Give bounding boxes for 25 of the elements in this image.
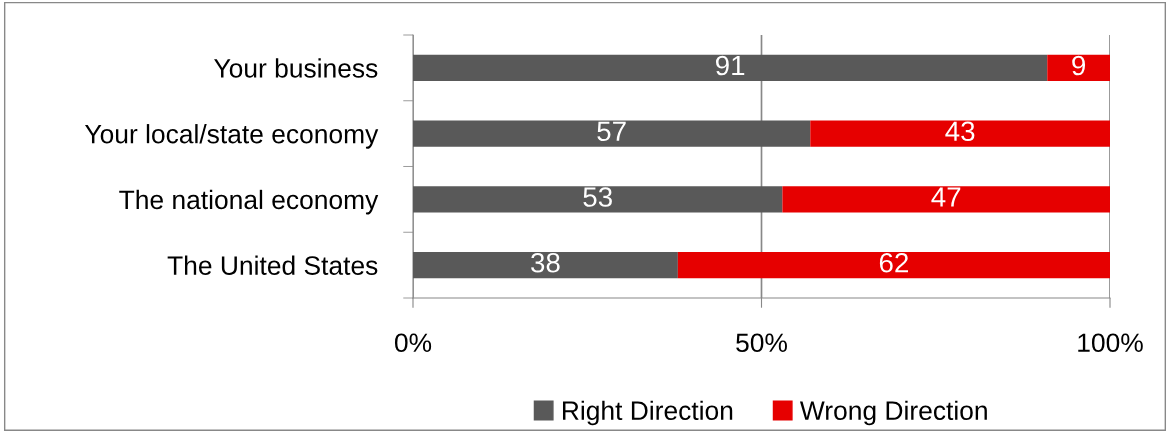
data-label: 43 — [945, 121, 975, 142]
y-tick-label: The national economy — [119, 189, 379, 215]
y-tick-label: The United States — [167, 255, 378, 275]
y-tick-label: Your business — [214, 58, 378, 78]
data-label: 38 — [531, 252, 560, 273]
bar — [413, 54, 1048, 82]
data-label: 57 — [597, 121, 626, 142]
bar — [810, 120, 1110, 147]
x-tick-label: 100% — [1078, 333, 1143, 353]
data-label: 62 — [879, 252, 908, 273]
x-tick-label: 0% — [394, 333, 432, 353]
data-label: 91 — [715, 55, 745, 76]
legend-label: Right Direction — [562, 400, 733, 426]
data-label: 53 — [583, 187, 612, 207]
data-label: 9 — [1072, 55, 1086, 76]
legend-label: Wrong Direction — [799, 400, 987, 426]
data-label: 47 — [931, 187, 961, 207]
bar — [782, 186, 1110, 213]
bar — [413, 120, 811, 147]
bar — [1047, 54, 1110, 82]
bar — [413, 251, 678, 279]
x-tick-label: 50% — [736, 333, 787, 353]
bar — [413, 186, 783, 213]
y-tick-label: Your local/state economy — [84, 124, 379, 149]
bar — [677, 251, 1110, 279]
